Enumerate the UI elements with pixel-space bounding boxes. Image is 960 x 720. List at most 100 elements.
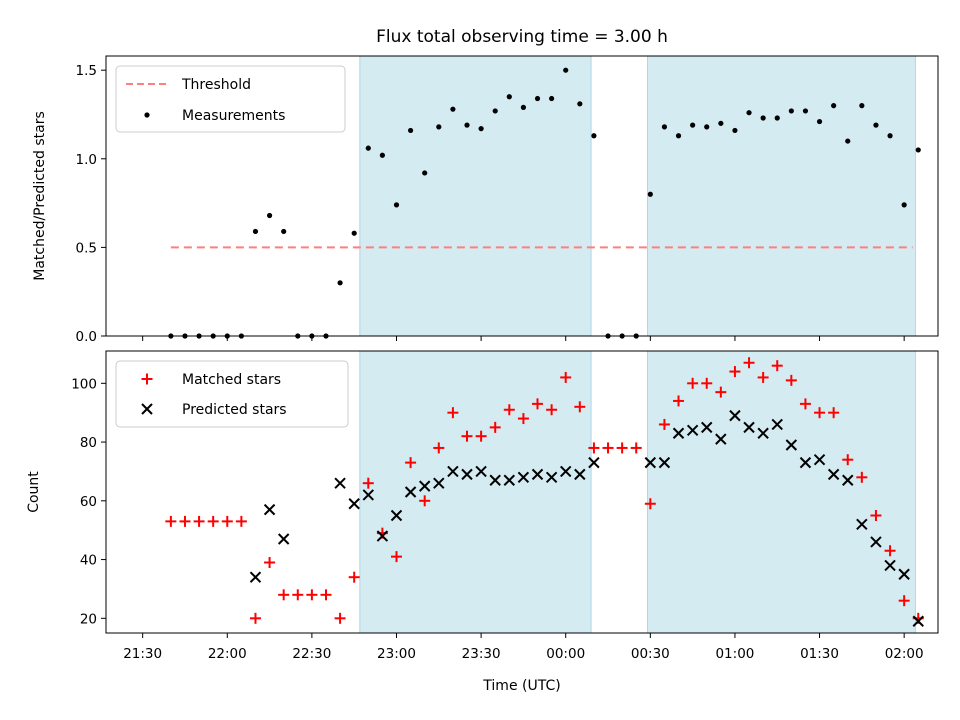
matched-star-point bbox=[348, 571, 360, 583]
predicted-star-point bbox=[433, 477, 445, 489]
matched-star-point bbox=[221, 515, 233, 527]
xtick-label: 01:30 bbox=[800, 646, 839, 662]
figure-title: Flux total observing time = 3.00 h bbox=[376, 27, 668, 47]
matched-star-point bbox=[771, 360, 783, 372]
measurement-point bbox=[351, 230, 357, 236]
measurement-point bbox=[393, 202, 400, 208]
matched-star-point bbox=[517, 413, 529, 425]
measurement-point bbox=[266, 212, 273, 219]
matched-star-point bbox=[278, 589, 290, 601]
measurement-point bbox=[577, 101, 583, 107]
matched-star-point bbox=[588, 442, 600, 454]
top-legend-box bbox=[115, 65, 346, 133]
matched-star-point bbox=[532, 398, 544, 410]
xtick-label: 22:00 bbox=[208, 646, 247, 662]
bottom-ytick-label: 100 bbox=[71, 376, 97, 392]
matched-star-point bbox=[616, 442, 628, 454]
matched-star-point bbox=[785, 374, 797, 386]
xtick-label: 00:00 bbox=[546, 646, 585, 662]
predicted-star-point bbox=[856, 518, 868, 531]
matched-star-point bbox=[814, 407, 826, 419]
matched-star-point bbox=[165, 515, 177, 527]
measurement-point bbox=[774, 115, 780, 121]
measurement-point bbox=[379, 152, 385, 158]
predicted-legend-swatch bbox=[141, 403, 153, 415]
matched-star-point bbox=[729, 366, 741, 378]
predicted-star-point bbox=[588, 456, 600, 469]
matched-star-point bbox=[644, 498, 656, 510]
matched-star-point bbox=[842, 454, 854, 466]
predicted-star-point bbox=[545, 471, 558, 484]
bottom-ytick-label: 40 bbox=[80, 553, 97, 569]
predicted-star-point bbox=[644, 456, 657, 469]
xtick-label: 23:30 bbox=[462, 646, 501, 662]
measurements-legend-swatch bbox=[144, 112, 150, 118]
matched-star-point bbox=[461, 430, 473, 442]
matched-star-point bbox=[828, 407, 840, 419]
matched-star-point bbox=[687, 377, 699, 389]
measurement-point bbox=[732, 127, 738, 134]
top-ytick-label: 0.0 bbox=[76, 329, 97, 345]
predicted-star-point bbox=[503, 474, 516, 486]
measurement-point bbox=[534, 95, 541, 102]
matched-star-point bbox=[179, 515, 191, 527]
bottom-y-axis-label: Count bbox=[26, 471, 42, 513]
matched-star-point bbox=[306, 589, 318, 601]
measurement-point bbox=[591, 133, 597, 139]
predicted-star-point bbox=[827, 468, 840, 481]
matched-star-point bbox=[630, 442, 642, 454]
measurement-point bbox=[492, 108, 498, 114]
top-ytick-label: 1.5 bbox=[76, 63, 97, 79]
matched-star-point bbox=[362, 477, 374, 489]
measurement-point bbox=[718, 120, 724, 126]
bottom-ytick-label: 80 bbox=[80, 435, 97, 451]
xtick-label: 22:30 bbox=[292, 646, 331, 662]
measurement-points bbox=[168, 67, 921, 339]
predicted-star-point bbox=[729, 409, 741, 422]
measurement-point bbox=[407, 127, 414, 134]
measurement-point bbox=[520, 104, 527, 110]
xtick-label: 00:30 bbox=[631, 646, 670, 662]
measurement-point bbox=[690, 122, 696, 128]
matched-star-point bbox=[673, 395, 685, 407]
matched-star-point bbox=[602, 442, 614, 454]
matched-star-point bbox=[419, 495, 431, 507]
matched-star-point bbox=[193, 515, 205, 527]
matched-star-point bbox=[489, 421, 501, 433]
xtick-label: 23:00 bbox=[377, 646, 416, 662]
matched-star-point bbox=[546, 404, 558, 416]
predicted-legend-label: Predicted stars bbox=[182, 402, 287, 418]
matched-star-point bbox=[390, 551, 402, 563]
x-axis-label: Time (UTC) bbox=[482, 678, 560, 694]
matched-star-point bbox=[207, 515, 219, 527]
measurement-point bbox=[873, 122, 879, 128]
matched-legend-swatch bbox=[141, 373, 153, 385]
matched-star-point bbox=[574, 401, 586, 413]
predicted-star-point bbox=[715, 433, 727, 445]
xtick-label: 01:00 bbox=[715, 646, 754, 662]
top-axes-frame bbox=[105, 55, 939, 337]
predicted-star-point bbox=[560, 465, 572, 478]
shaded-region-2 bbox=[647, 55, 916, 337]
matched-star-point bbox=[405, 457, 417, 469]
xtick-label: 02:00 bbox=[885, 646, 924, 662]
measurement-point bbox=[436, 124, 442, 130]
predicted-star-point bbox=[799, 456, 812, 469]
predicted-star-point bbox=[390, 509, 403, 522]
measurement-point bbox=[422, 170, 428, 176]
bottom-y-ticks: 20 40 60 80 100 bbox=[71, 376, 106, 627]
shaded-region-1 bbox=[359, 55, 592, 337]
predicted-star-point bbox=[404, 486, 417, 498]
predicted-star-point bbox=[842, 474, 854, 486]
measurement-point bbox=[450, 106, 456, 112]
predicted-star-point bbox=[517, 471, 530, 484]
predicted-star-point bbox=[813, 453, 826, 466]
predicted-star-point bbox=[376, 530, 389, 542]
bottom-x-ticks: 21:30 22:00 22:30 23:00 23:30 00:00 00:30 01:00… bbox=[123, 633, 924, 662]
measurement-point bbox=[478, 126, 484, 132]
shaded-region-2 bbox=[647, 350, 916, 634]
matched-star-point bbox=[320, 589, 332, 601]
matched-star-point bbox=[715, 386, 727, 398]
predicted-star-point bbox=[489, 474, 501, 486]
